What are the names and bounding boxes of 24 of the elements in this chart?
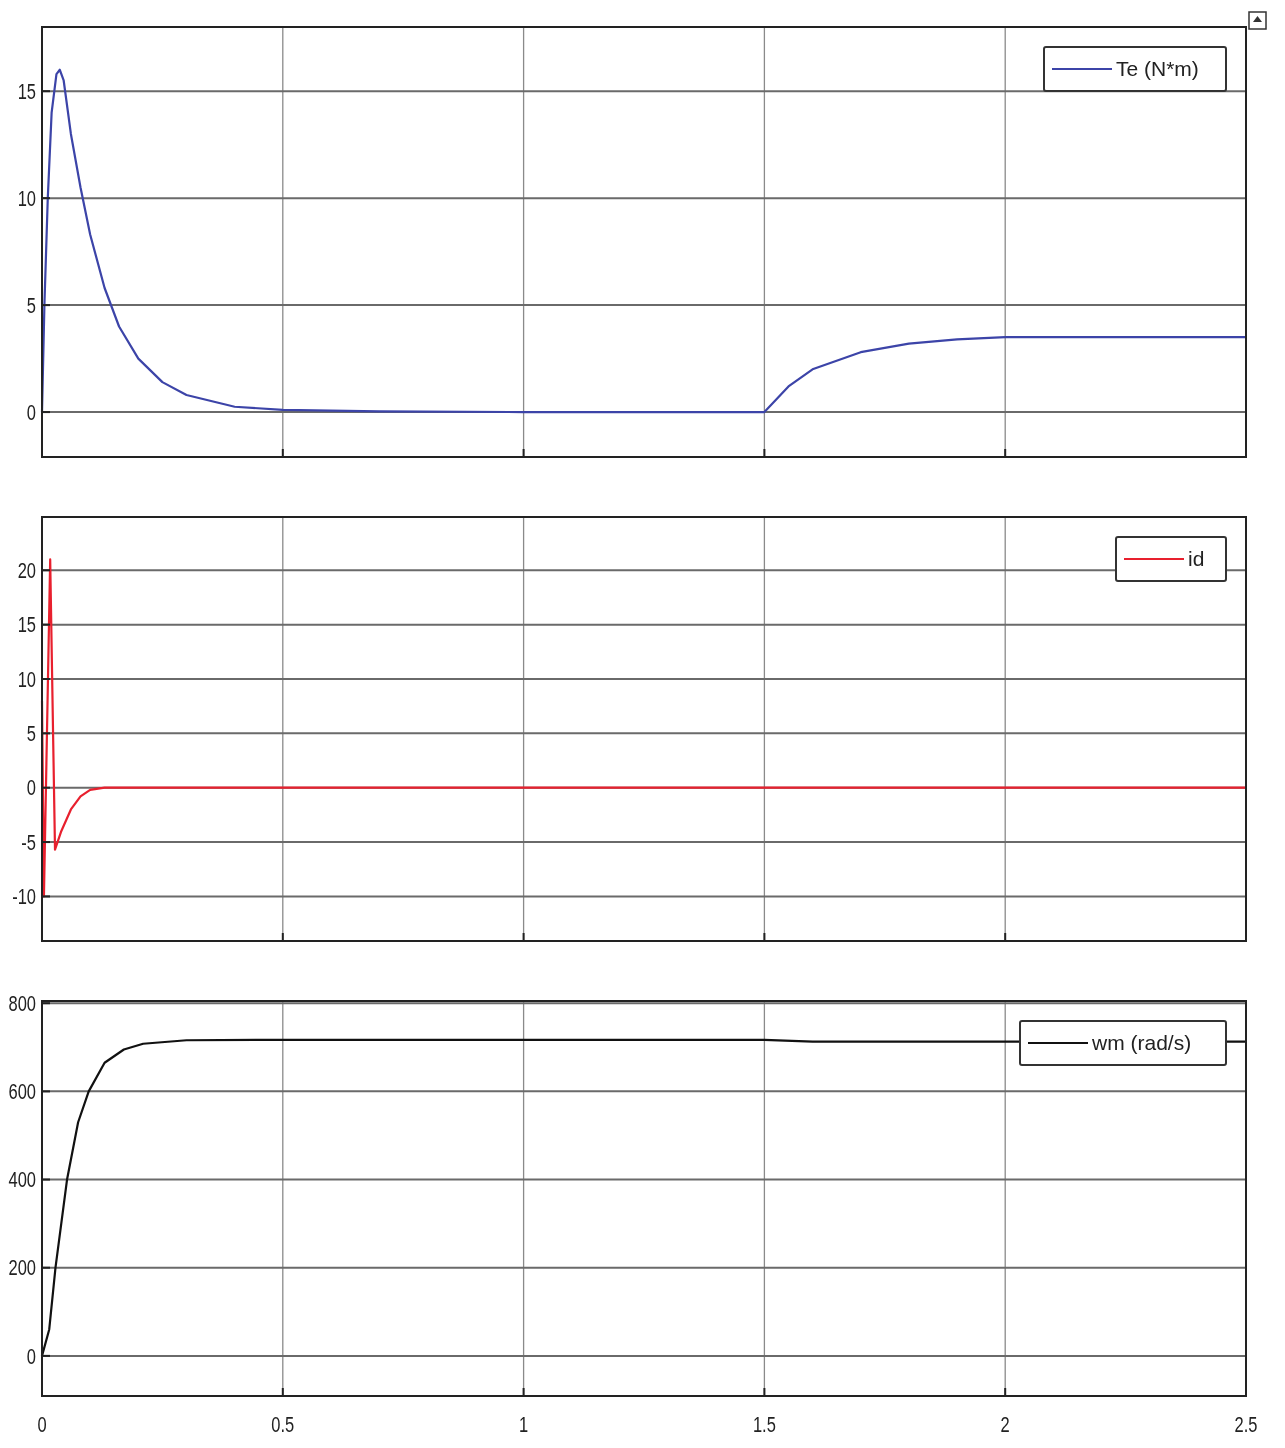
- y-tick-label: 400: [8, 1166, 37, 1192]
- y-tick-label: 600: [8, 1078, 37, 1104]
- x-tick-label: 1.5: [752, 1411, 776, 1437]
- y-tick-label: -5: [21, 829, 36, 855]
- legend-label: id: [1188, 547, 1205, 571]
- x-tick-label: 0.5: [271, 1411, 295, 1437]
- y-tick-label: 5: [26, 720, 36, 746]
- y-tick-label: 15: [17, 78, 36, 104]
- y-tick-label: 5: [26, 292, 36, 318]
- y-tick-label: -10: [12, 883, 37, 909]
- legend-label: Te (N*m): [1116, 57, 1199, 81]
- y-tick-label: 0: [26, 1343, 37, 1369]
- legend-label: wm (rad/s): [1091, 1031, 1192, 1055]
- x-tick-label: 2.5: [1234, 1411, 1258, 1437]
- y-tick-label: 10: [17, 185, 37, 211]
- y-tick-label: 15: [17, 611, 36, 637]
- y-tick-label: 800: [8, 990, 37, 1016]
- x-tick-label: 1: [519, 1411, 529, 1437]
- y-tick-label: 200: [8, 1255, 37, 1280]
- y-tick-label: 0: [26, 775, 37, 800]
- y-tick-label: 0: [26, 399, 37, 425]
- y-tick-label: 20: [17, 557, 37, 583]
- x-tick-label: 2: [1000, 1411, 1010, 1437]
- y-tick-label: 10: [17, 666, 37, 692]
